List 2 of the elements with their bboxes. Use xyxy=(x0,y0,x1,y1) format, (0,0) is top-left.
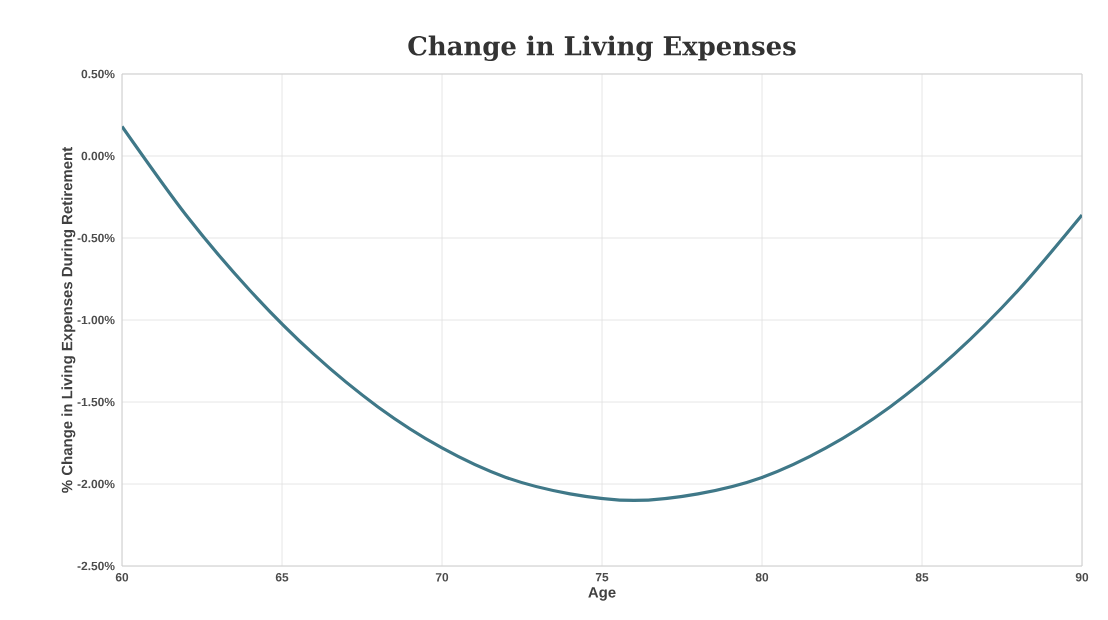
line-series xyxy=(122,124,1083,502)
chart-title: Change in Living Expenses xyxy=(408,35,796,61)
